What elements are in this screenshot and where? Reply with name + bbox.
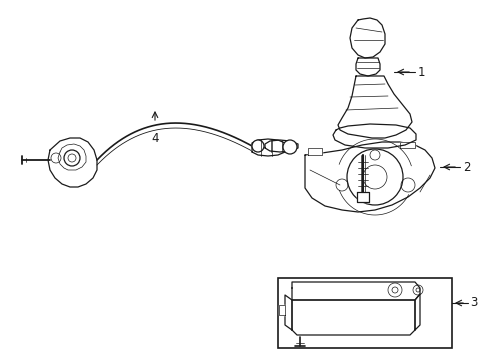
Polygon shape <box>285 295 291 330</box>
Circle shape <box>251 140 264 152</box>
Polygon shape <box>48 138 97 187</box>
Text: 3: 3 <box>469 297 476 310</box>
Polygon shape <box>307 148 321 155</box>
Polygon shape <box>399 142 414 148</box>
Circle shape <box>64 150 80 166</box>
Polygon shape <box>414 294 419 330</box>
Polygon shape <box>251 139 285 156</box>
Text: 1: 1 <box>417 66 425 78</box>
Polygon shape <box>291 300 414 335</box>
Polygon shape <box>349 18 384 58</box>
Polygon shape <box>356 192 368 202</box>
Polygon shape <box>332 124 415 148</box>
Polygon shape <box>291 282 419 300</box>
Polygon shape <box>355 58 379 76</box>
Polygon shape <box>337 76 411 138</box>
Polygon shape <box>279 305 285 315</box>
Text: 2: 2 <box>462 161 469 174</box>
Polygon shape <box>305 142 434 212</box>
Polygon shape <box>264 140 297 152</box>
Circle shape <box>283 140 296 154</box>
Text: 4: 4 <box>151 132 159 145</box>
Circle shape <box>346 149 402 205</box>
Bar <box>278 278 451 348</box>
